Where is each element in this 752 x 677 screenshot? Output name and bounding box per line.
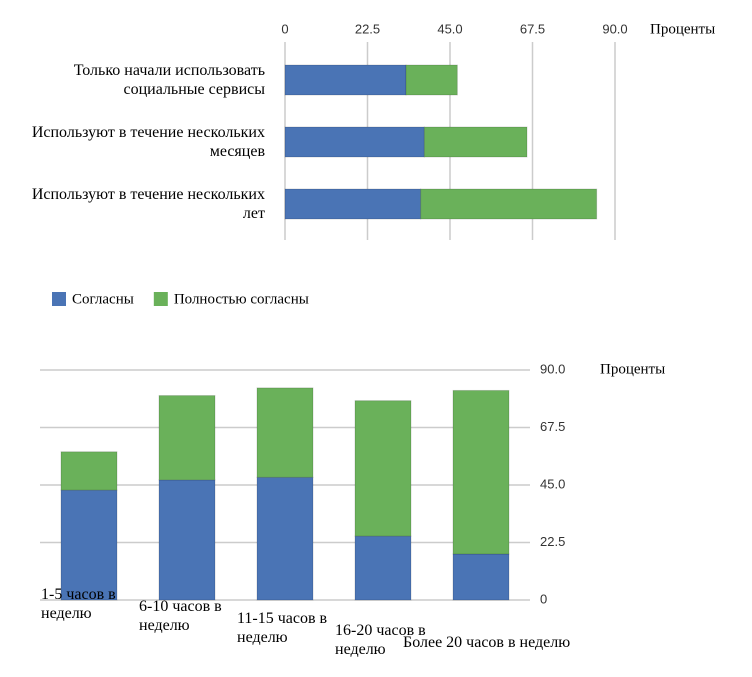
x-axis-label: Проценты	[650, 21, 715, 37]
bar-segment	[158, 395, 216, 481]
bar-segment	[420, 188, 598, 220]
bar-segment	[354, 535, 412, 601]
bar-segment	[452, 553, 510, 601]
bar-segment	[256, 387, 314, 478]
bar-segment	[158, 479, 216, 601]
y-tick-label: 22.5	[540, 534, 565, 549]
category-label: Используют в течение нескольких лет	[31, 186, 265, 222]
legend-swatch	[52, 292, 66, 306]
category-label: Более 20 часов в неделю	[403, 634, 571, 651]
y-tick-label: 90.0	[540, 361, 565, 376]
y-axis-label: Проценты	[600, 361, 665, 377]
x-tick-label: 0	[281, 21, 288, 36]
bar-segment	[452, 389, 510, 555]
bar-segment	[405, 64, 458, 96]
x-tick-label: 90.0	[602, 21, 627, 36]
x-tick-label: 22.5	[355, 21, 380, 36]
bar-segment	[256, 476, 314, 601]
bar-segment	[284, 126, 425, 158]
bar-segment	[284, 188, 422, 220]
bar-segment	[284, 64, 407, 96]
bar-segment	[60, 489, 118, 601]
y-tick-label: 45.0	[540, 476, 565, 491]
category-label: 11-15 часов в неделю	[237, 610, 328, 646]
legend-label: Полностью согласны	[174, 291, 309, 307]
y-tick-label: 67.5	[540, 419, 565, 434]
category-label: Используют в течение нескольких месяцев	[31, 124, 265, 160]
category-label: 6-10 часов в неделю	[139, 598, 222, 634]
x-tick-label: 67.5	[520, 21, 545, 36]
bar-segment	[354, 400, 412, 537]
category-label: 16-20 часов в неделю	[335, 622, 426, 658]
y-tick-label: 0	[540, 591, 547, 606]
category-label: Только начали использовать социальные се…	[73, 62, 265, 98]
legend-label: Согласны	[72, 291, 134, 307]
category-label: 1-5 часов в неделю	[41, 586, 116, 622]
x-tick-label: 45.0	[437, 21, 462, 36]
bar-segment	[60, 451, 118, 491]
bar-segment	[423, 126, 528, 158]
legend-swatch	[153, 292, 168, 306]
